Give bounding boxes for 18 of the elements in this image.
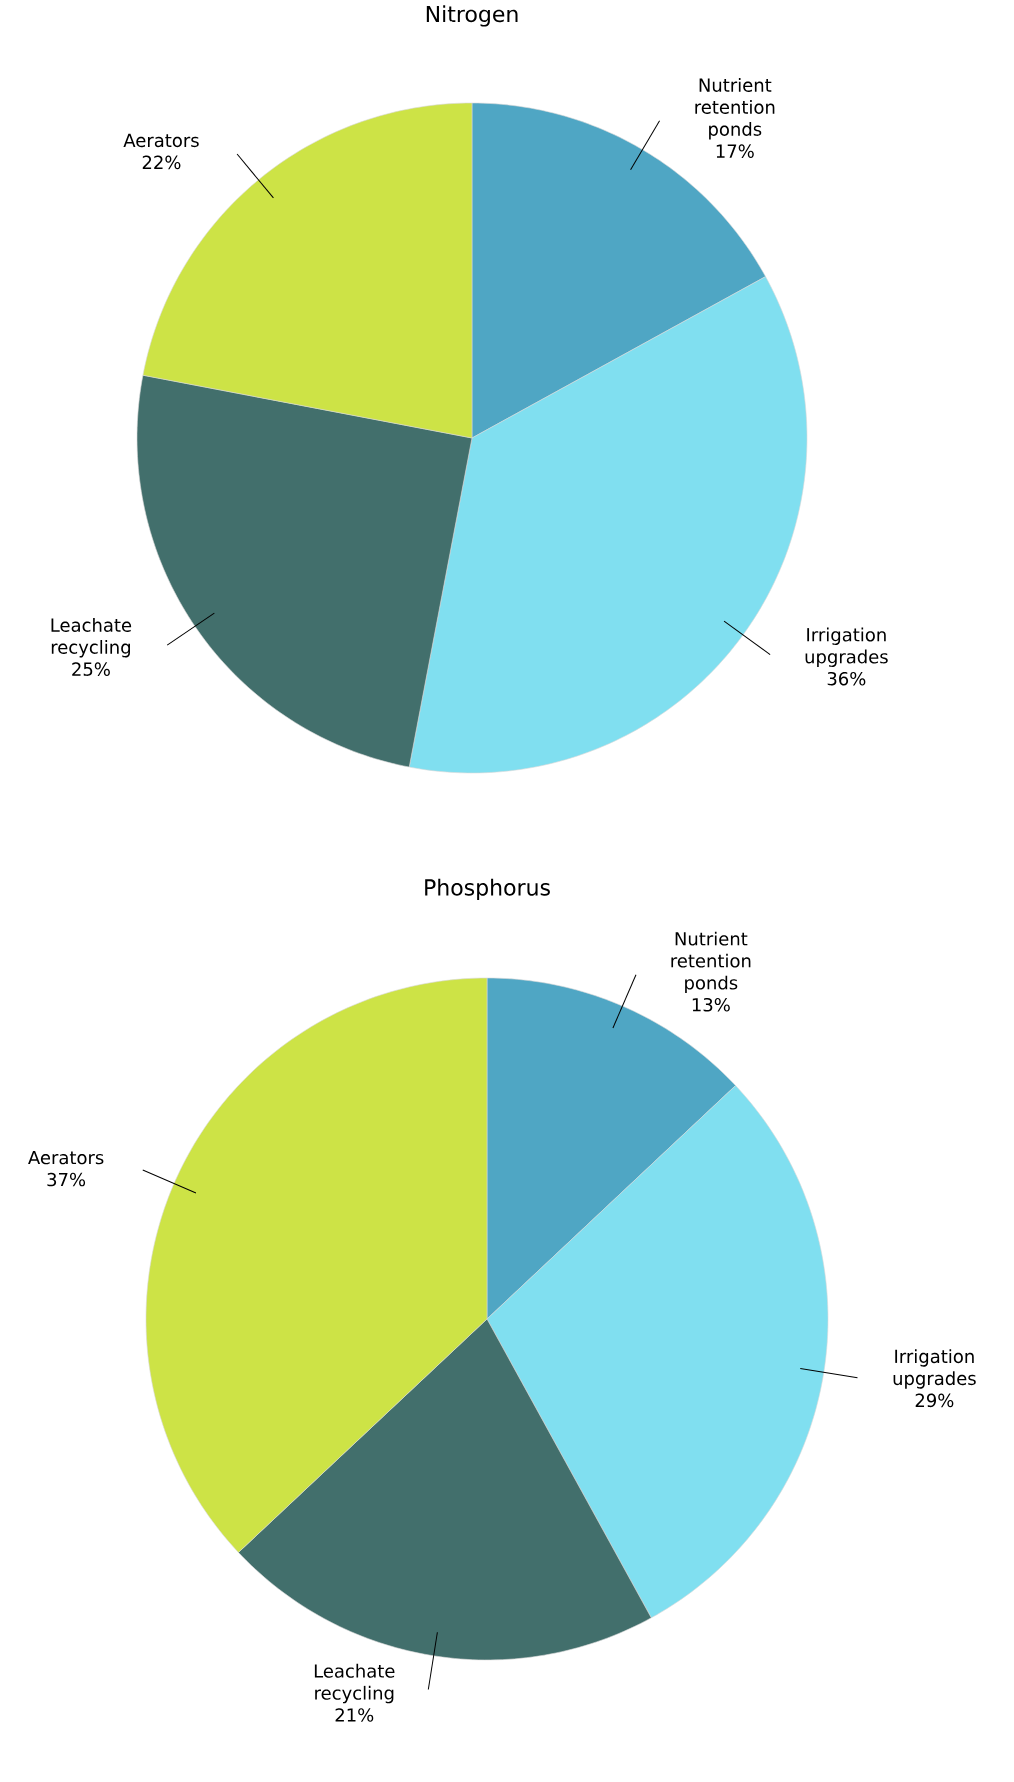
slice-label: Leachate recycling	[314, 1663, 395, 1704]
slice-label: Irrigation upgrades	[893, 1349, 976, 1389]
slice-label: Aerators	[28, 1150, 104, 1165]
slice-label: Irrigation upgrades	[805, 627, 888, 667]
data-label: 21%	[335, 1708, 374, 1722]
slice-label: Nutrient retention ponds	[671, 931, 751, 994]
data-label: 13%	[692, 997, 730, 1012]
data-label: 22%	[142, 155, 181, 170]
slice-label: Nutrient retention ponds	[695, 77, 775, 140]
chart-title: Nitrogen	[426, 5, 518, 27]
chart-title: Phosphorus	[425, 878, 550, 900]
slice-label: Aerators	[123, 133, 199, 148]
data-label: 36%	[827, 671, 866, 686]
data-label: 17%	[716, 144, 754, 158]
data-label: 25%	[72, 662, 110, 676]
data-label: 29%	[915, 1393, 954, 1408]
data-label: 37%	[47, 1172, 86, 1187]
slice-label: Leachate recycling	[51, 618, 132, 658]
